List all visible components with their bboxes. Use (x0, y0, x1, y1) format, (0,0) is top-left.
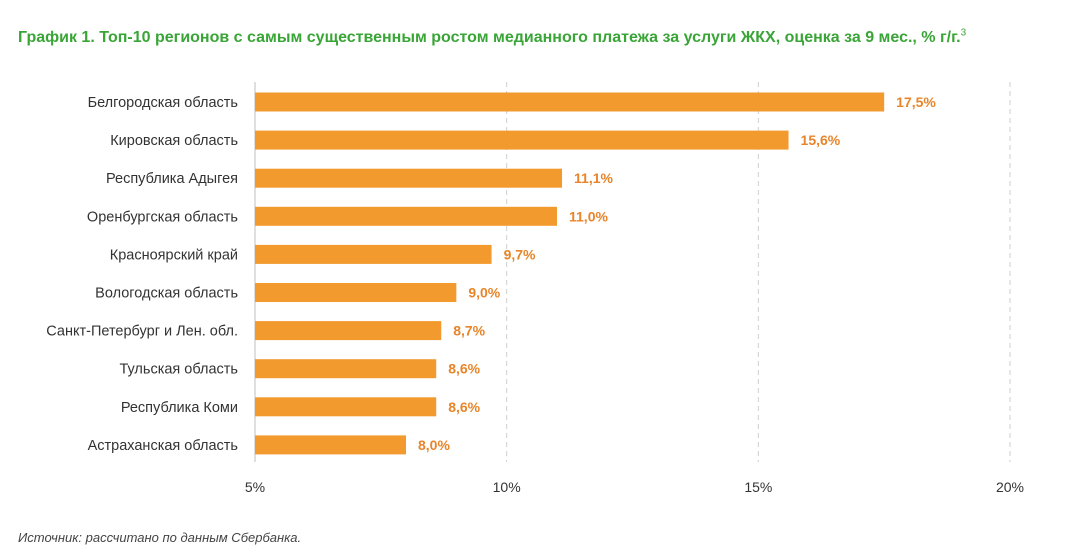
data-label: 8,7% (453, 323, 485, 339)
category-label: Вологодская область (95, 286, 238, 302)
bar-chart: Белгородская область 17,5% Кировская облас… (46, 82, 1024, 495)
category-label: Республика Адыгея (106, 171, 238, 187)
bar (255, 321, 442, 341)
bar (255, 92, 885, 112)
data-label: 8,0% (418, 437, 450, 453)
data-label: 15,6% (801, 132, 841, 148)
category-label: Республика Коми (121, 400, 238, 416)
bar (255, 206, 557, 226)
bar (255, 435, 406, 455)
bar (255, 130, 789, 150)
category-label: Красноярский край (110, 247, 238, 263)
data-label: 17,5% (896, 94, 936, 110)
data-label: 9,0% (468, 285, 500, 301)
data-label: 8,6% (448, 399, 480, 415)
chart-title-text: График 1. Топ-10 регионов с самым сущест… (18, 29, 961, 46)
x-tick-label: 15% (744, 479, 772, 495)
category-label: Кировская область (110, 133, 238, 149)
category-label: Санкт-Петербург и Лен. обл. (46, 324, 238, 340)
chart-title: График 1. Топ-10 регионов с самым сущест… (18, 26, 1048, 50)
bar (255, 359, 437, 379)
bar (255, 244, 492, 264)
source-note: Источник: рассчитано по данным Сбербанка… (18, 530, 302, 545)
bar (255, 397, 437, 417)
data-label: 8,6% (448, 361, 480, 377)
bar (255, 283, 457, 302)
bar (255, 168, 563, 188)
data-label: 11,0% (569, 208, 608, 224)
data-label: 9,7% (504, 246, 536, 262)
title-footnote-marker: 3 (960, 27, 967, 39)
category-label: Белгородская область (88, 95, 238, 111)
category-label: Тульская область (119, 362, 238, 378)
x-tick-label: 10% (493, 479, 521, 495)
category-label: Оренбургская область (87, 209, 238, 225)
category-label: Астраханская область (88, 438, 238, 454)
x-tick-label: 5% (245, 479, 265, 495)
data-label: 11,1% (574, 170, 613, 186)
x-tick-label: 20% (996, 479, 1024, 495)
